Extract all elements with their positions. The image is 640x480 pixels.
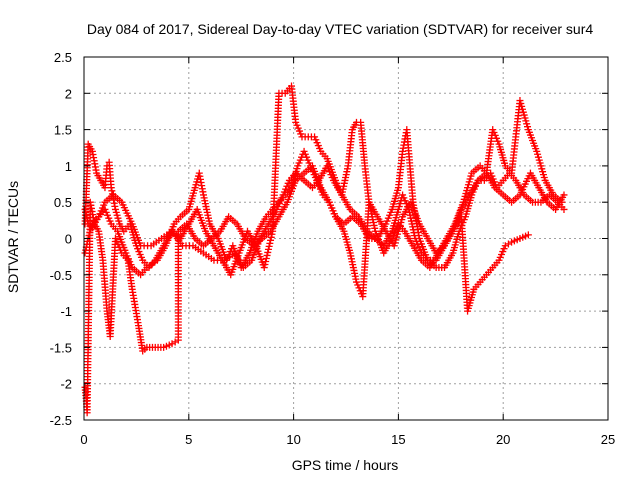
x-tick-label: 15	[391, 432, 405, 447]
y-tick-label: -2	[60, 377, 72, 392]
data-point	[262, 254, 270, 262]
x-tick-label: 20	[496, 432, 510, 447]
y-tick-label: 1	[65, 159, 72, 174]
y-axis-title: SDTVAR / TECUs	[5, 181, 21, 293]
data-point	[524, 231, 532, 239]
y-tick-label: 0	[65, 232, 72, 247]
y-tick-label: -2.5	[50, 413, 72, 428]
series-trace-4	[81, 162, 532, 417]
data-point	[264, 248, 272, 256]
y-tick-label: -1	[60, 304, 72, 319]
x-tick-label: 0	[80, 432, 87, 447]
data-point	[266, 239, 274, 247]
y-tick-label: -1.5	[50, 340, 72, 355]
y-tick-label: 0.5	[54, 195, 72, 210]
series-trace-1	[81, 162, 568, 272]
data-point	[560, 205, 568, 213]
data-point	[260, 264, 268, 272]
x-axis-title: GPS time / hours	[292, 457, 399, 473]
axis-ticks: -2.5 -2 -1.5 -1 -0.5 0 0.5 1 1.5 2 2.5 0 5 10 15 20 25	[50, 50, 616, 447]
data-point	[558, 198, 566, 206]
y-tick-label: -0.5	[50, 268, 72, 283]
x-tick-label: 25	[601, 432, 615, 447]
data-point	[261, 261, 269, 269]
y-tick-label: 2.5	[54, 50, 72, 65]
x-tick-label: 10	[286, 432, 300, 447]
data-point	[267, 236, 275, 244]
chart-title: Day 084 of 2017, Sidereal Day-to-day VTE…	[87, 21, 593, 37]
data-point	[263, 251, 271, 259]
data-point	[267, 233, 275, 241]
data-point	[265, 242, 273, 250]
data-point	[560, 191, 568, 199]
y-tick-label: 2	[65, 86, 72, 101]
data-point	[264, 245, 272, 253]
data-point	[262, 257, 270, 265]
y-tick-label: 1.5	[54, 123, 72, 138]
data-points	[81, 82, 568, 417]
x-tick-label: 5	[185, 432, 192, 447]
